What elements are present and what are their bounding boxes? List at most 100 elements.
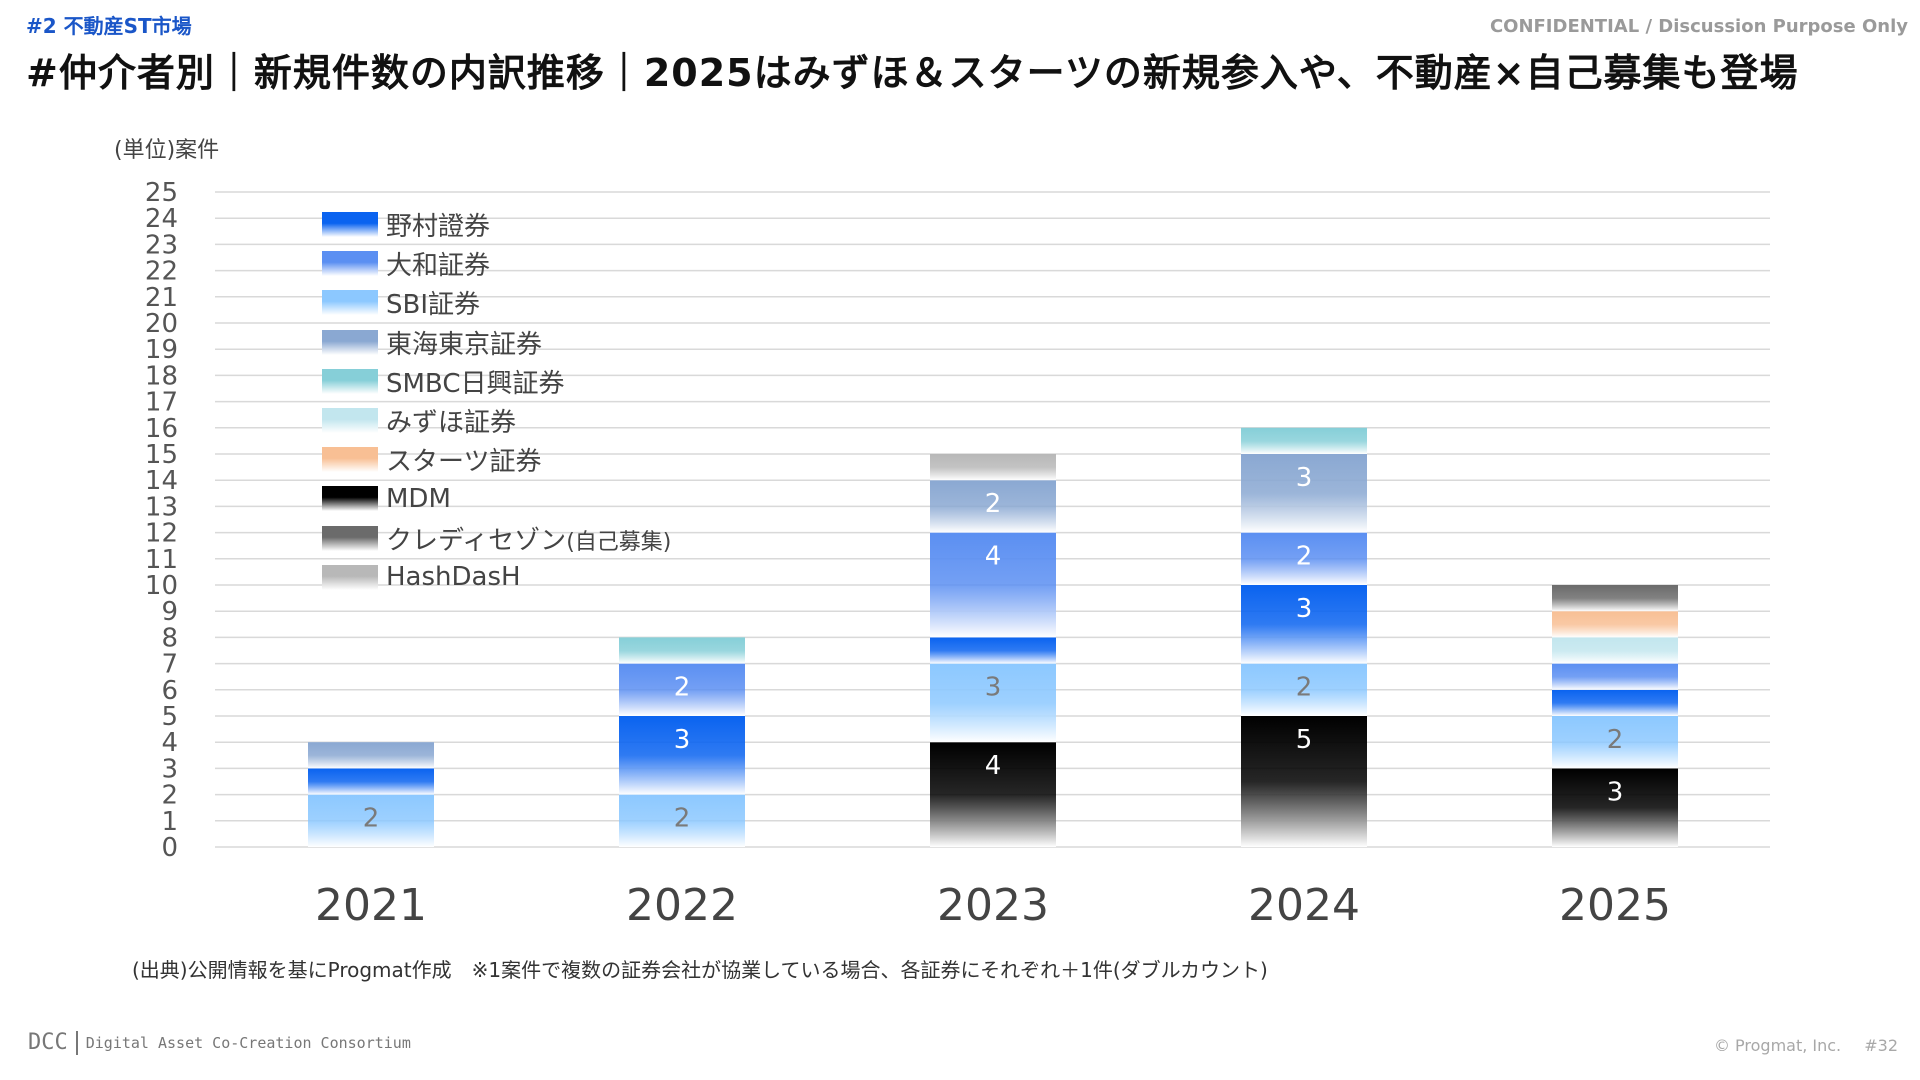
legend-swatch (322, 447, 378, 473)
legend-item: みずほ証券 (322, 401, 671, 440)
bar-segment (930, 663, 1056, 743)
data-label: 4 (985, 751, 1002, 781)
x-tick-label: 2021 (315, 880, 427, 931)
data-label: 2 (1296, 542, 1313, 572)
source-note: (出典)公開情報を基にProgmat作成 ※1案件で複数の証券会社が協業している… (132, 958, 1268, 982)
legend-label: HashDasH (386, 562, 521, 593)
y-tick-label: 0 (161, 833, 178, 863)
dcc-logo-text: DCC (28, 1030, 68, 1055)
footer-logo: DCC Digital Asset Co-Creation Consortium (28, 1030, 411, 1055)
legend-item: 東海東京証券 (322, 323, 671, 362)
chart-data-labels: 2 2 3 2 4 3 4 2 5 2 3 2 3 3 2 (363, 463, 1624, 834)
x-axis-ticks: 2021 2022 2023 2024 2025 (315, 880, 1671, 931)
bar-segment (930, 637, 1056, 664)
data-label: 3 (1296, 594, 1313, 624)
stacked-bar-chart: 0123456789101112131415161718192021222324… (145, 178, 1770, 931)
y-tick-label: 23 (145, 230, 178, 260)
bar-segment (1552, 768, 1678, 847)
unit-label: (単位)案件 (114, 138, 220, 163)
y-tick-label: 13 (145, 492, 178, 522)
legend-label: 大和証券 (386, 251, 491, 282)
chart-bars (308, 427, 1678, 847)
chart-legend: 野村證券 大和証券 SBI証券 東海東京証券 SMBC日興証券 みずほ証券 スタ… (322, 205, 671, 597)
y-tick-label: 20 (145, 309, 178, 339)
legend-label: SBI証券 (386, 290, 481, 321)
data-label: 2 (1296, 673, 1313, 703)
x-tick-label: 2024 (1248, 880, 1360, 931)
bar-segment (1552, 716, 1678, 769)
y-tick-label: 16 (145, 414, 178, 444)
bar-segment (619, 716, 745, 795)
legend-swatch (322, 251, 378, 277)
y-tick-label: 17 (145, 388, 178, 418)
y-tick-label: 24 (145, 204, 178, 234)
legend-swatch (322, 368, 378, 394)
y-tick-label: 22 (145, 257, 178, 287)
legend-label: スターツ証券 (386, 447, 542, 478)
legend-label: SMBC日興証券 (386, 368, 565, 399)
legend-item: MDM (322, 479, 671, 518)
data-label: 5 (1296, 725, 1313, 755)
copyright: © Progmat, Inc. (1713, 1036, 1842, 1055)
bar-segment (1241, 716, 1367, 847)
y-tick-label: 5 (161, 702, 178, 732)
logo-divider (75, 1030, 78, 1055)
y-tick-label: 15 (145, 440, 178, 470)
y-tick-label: 2 (161, 781, 178, 811)
y-tick-label: 7 (161, 650, 178, 680)
legend-item: 野村證券 (322, 205, 671, 244)
data-label: 4 (985, 542, 1002, 572)
y-tick-label: 8 (161, 623, 178, 653)
legend-swatch (322, 408, 378, 434)
legend-label: 野村證券 (386, 212, 491, 243)
y-axis-ticks: 0123456789101112131415161718192021222324… (145, 178, 178, 863)
data-label: 3 (1607, 777, 1624, 807)
legend-label: 東海東京証券 (386, 329, 543, 360)
legend-label: みずほ証券 (386, 408, 517, 439)
bar-segment (619, 663, 745, 716)
legend-label-main: クレディセゾン (386, 525, 567, 556)
bar-segment (619, 637, 745, 664)
legend-item: HashDasH (322, 558, 671, 597)
data-label: 2 (674, 804, 691, 834)
bar-segment (1552, 689, 1678, 716)
y-tick-label: 14 (145, 466, 178, 496)
bar-segment (308, 794, 434, 847)
bar-segment (1241, 454, 1367, 533)
legend-swatch (322, 329, 378, 355)
legend-item: 大和証券 (322, 244, 671, 283)
data-label: 3 (674, 725, 691, 755)
bar-segment (1241, 663, 1367, 716)
bar-segment (930, 742, 1056, 847)
legend-item: スターツ証券 (322, 440, 671, 479)
y-tick-label: 4 (161, 728, 178, 758)
data-label: 2 (363, 804, 380, 834)
data-label: 3 (1296, 463, 1313, 493)
bar-segment (1552, 663, 1678, 690)
confidential-label: CONFIDENTIAL / Discussion Purpose Only (1489, 16, 1908, 37)
legend-label: クレディセゾン(自己募集) (386, 520, 671, 557)
legend-label: MDM (386, 483, 451, 514)
bar-segment (308, 742, 434, 769)
bar-segment (1241, 585, 1367, 664)
x-tick-label: 2022 (626, 880, 738, 931)
y-tick-label: 3 (161, 754, 178, 784)
y-tick-label: 11 (145, 545, 178, 575)
bar-segment (1241, 427, 1367, 454)
data-label: 3 (985, 673, 1002, 703)
x-tick-label: 2023 (937, 880, 1049, 931)
legend-swatch (322, 212, 378, 238)
bar-segment (1552, 637, 1678, 664)
x-tick-label: 2025 (1559, 880, 1671, 931)
bar-segment (1552, 611, 1678, 638)
bar-segment (930, 532, 1056, 638)
y-tick-label: 10 (145, 571, 178, 601)
bar-segment (930, 454, 1056, 481)
y-tick-label: 21 (145, 283, 178, 313)
section-tag: #2 不動産ST市場 (26, 14, 192, 38)
consortium-name: Digital Asset Co-Creation Consortium (85, 1033, 411, 1052)
y-tick-label: 19 (145, 335, 178, 365)
page-number: #32 (1864, 1036, 1898, 1055)
y-tick-label: 12 (145, 519, 178, 549)
y-tick-label: 9 (161, 597, 178, 627)
